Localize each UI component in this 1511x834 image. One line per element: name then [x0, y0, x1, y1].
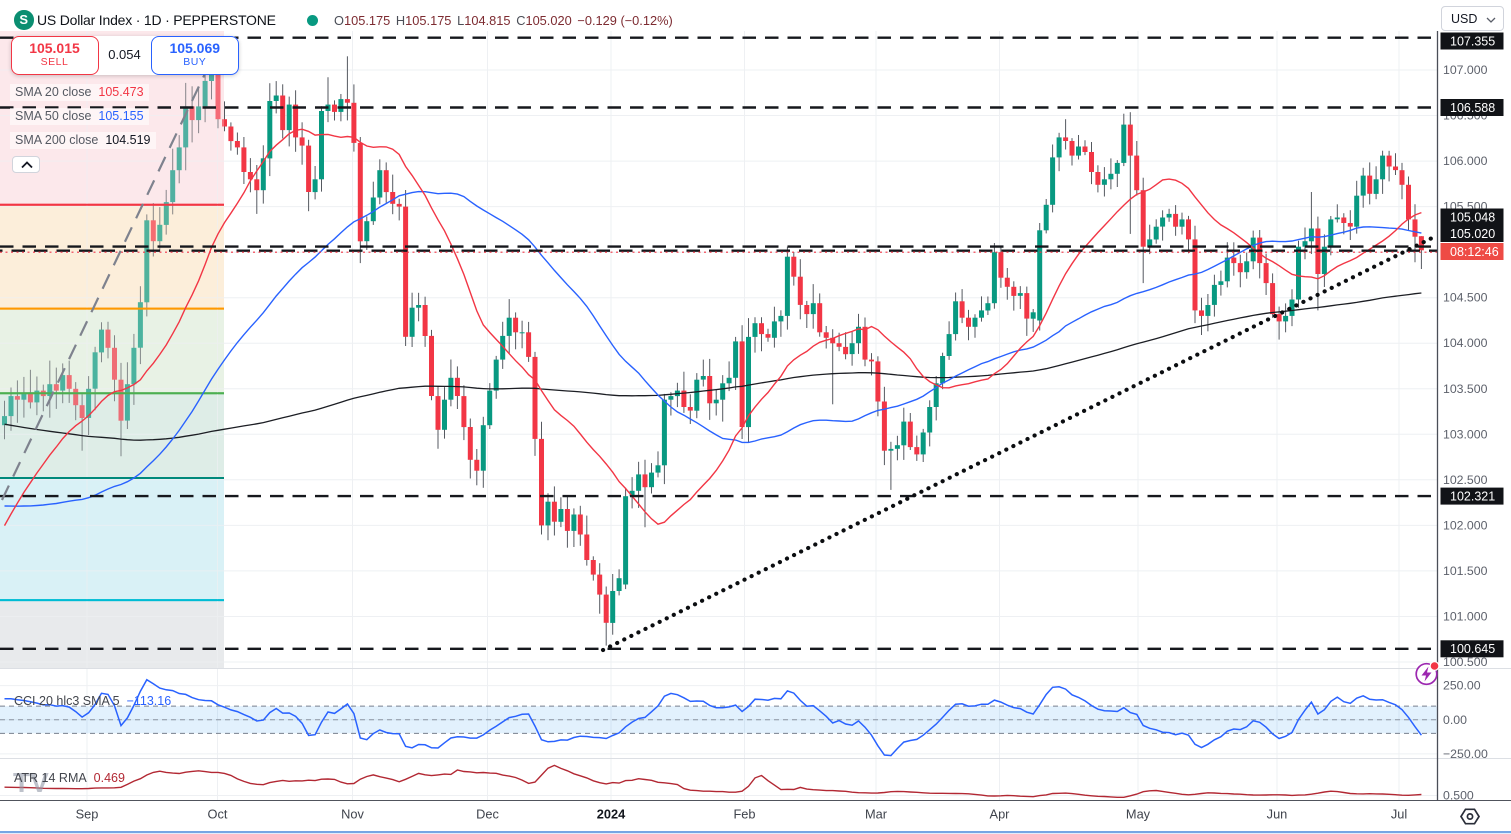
svg-text:107.355: 107.355	[1450, 34, 1495, 48]
svg-text:107.000: 107.000	[1443, 63, 1488, 77]
svg-text:0.00: 0.00	[1443, 713, 1467, 727]
svg-text:Feb: Feb	[733, 807, 755, 822]
svg-text:08:12:46: 08:12:46	[1450, 245, 1499, 259]
svg-text:TV: TV	[13, 767, 49, 798]
svg-text:102.500: 102.500	[1443, 473, 1488, 487]
svg-text:103.500: 103.500	[1443, 382, 1488, 396]
svg-text:Oct: Oct	[208, 807, 228, 822]
svg-text:104.500: 104.500	[1443, 291, 1488, 305]
svg-text:105.020: 105.020	[1450, 227, 1495, 241]
svg-text:100.500: 100.500	[1443, 655, 1488, 669]
svg-text:104.000: 104.000	[1443, 336, 1488, 350]
svg-text:−250.00: −250.00	[1443, 747, 1488, 761]
svg-text:2024: 2024	[597, 807, 626, 822]
svg-text:101.000: 101.000	[1443, 609, 1488, 623]
svg-text:Nov: Nov	[341, 807, 364, 822]
svg-text:Sep: Sep	[76, 807, 99, 822]
svg-text:101.500: 101.500	[1443, 564, 1488, 578]
svg-text:250.00: 250.00	[1443, 679, 1481, 693]
svg-text:May: May	[1126, 807, 1151, 822]
svg-text:106.000: 106.000	[1443, 154, 1488, 168]
svg-text:106.588: 106.588	[1450, 101, 1495, 115]
svg-text:Jul: Jul	[1391, 807, 1407, 822]
svg-text:103.000: 103.000	[1443, 427, 1488, 441]
svg-text:102.000: 102.000	[1443, 518, 1488, 532]
svg-text:Dec: Dec	[476, 807, 499, 822]
svg-text:Mar: Mar	[865, 807, 888, 822]
svg-text:100.645: 100.645	[1450, 642, 1495, 656]
svg-text:Jun: Jun	[1267, 807, 1288, 822]
svg-text:102.321: 102.321	[1450, 489, 1495, 503]
svg-text:0.500: 0.500	[1443, 789, 1474, 803]
svg-text:105.048: 105.048	[1450, 210, 1495, 224]
svg-text:Apr: Apr	[990, 807, 1011, 822]
